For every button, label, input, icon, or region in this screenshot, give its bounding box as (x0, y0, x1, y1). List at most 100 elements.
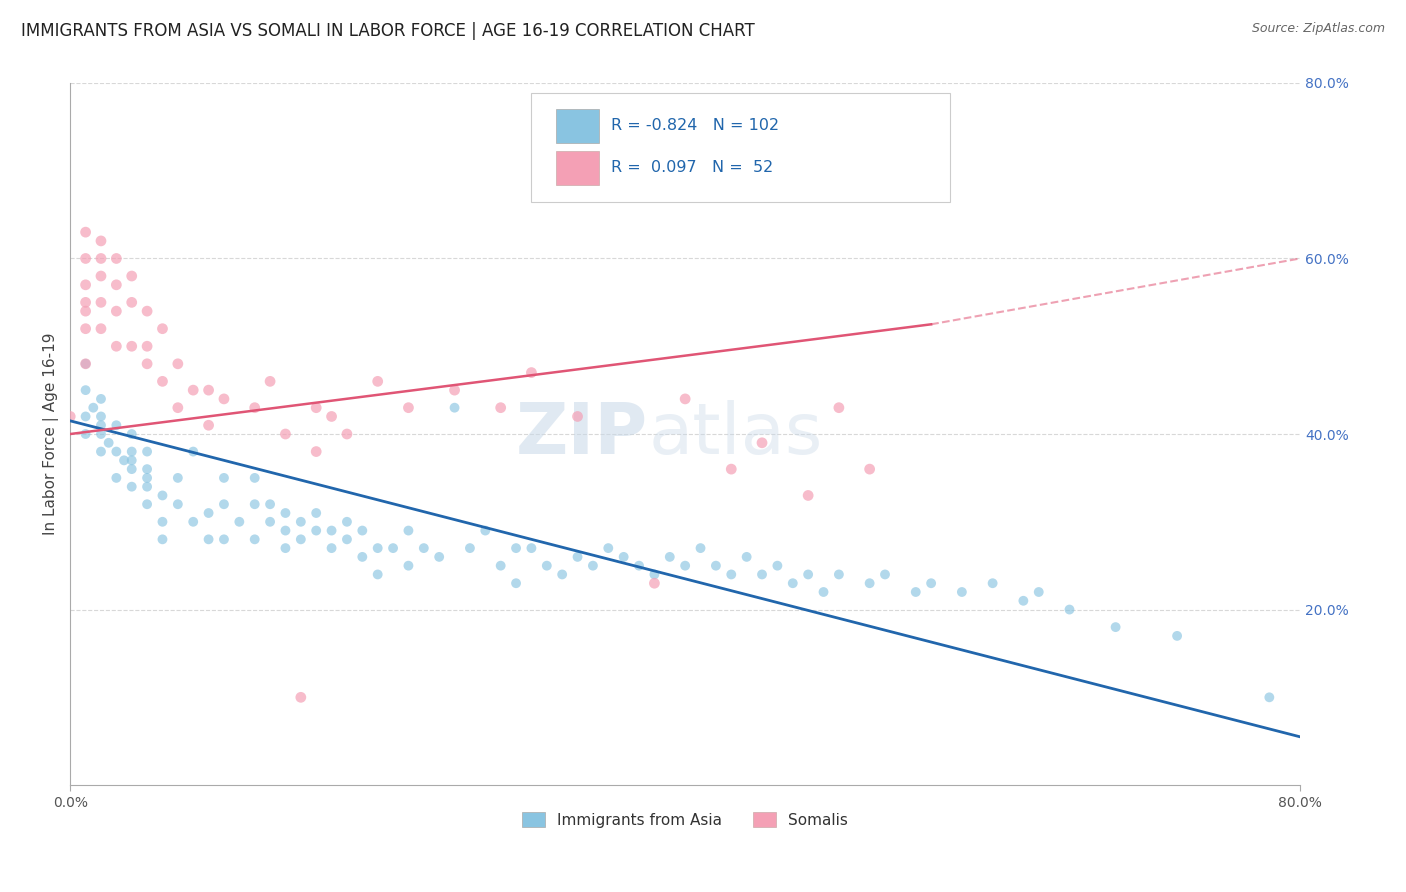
Point (181, 515, 204, 529)
Point (427, 549, 450, 564)
Legend: Immigrants from Asia, Somalis: Immigrants from Asia, Somalis (516, 805, 853, 834)
Point (643, 567, 665, 582)
Point (828, 567, 851, 582)
Point (1028, 585, 1050, 599)
Text: R =  0.097   N =  52: R = 0.097 N = 52 (612, 161, 773, 176)
Point (105, 252, 128, 266)
Point (197, 383, 219, 397)
Point (112, 453, 135, 467)
Point (90, 392, 112, 406)
Point (243, 401, 266, 415)
Point (152, 488, 174, 502)
Point (474, 524, 496, 538)
Point (75, 277, 97, 292)
Point (735, 549, 758, 564)
Point (673, 558, 696, 573)
Point (59, 409, 82, 424)
Point (90, 321, 112, 335)
Point (90, 295, 112, 310)
Point (212, 533, 235, 547)
Point (520, 541, 543, 555)
Point (105, 304, 128, 318)
Point (321, 409, 343, 424)
Point (751, 567, 773, 582)
Point (136, 497, 159, 511)
Point (90, 427, 112, 442)
Point (121, 427, 143, 442)
Point (166, 357, 188, 371)
Y-axis label: In Labor Force | Age 16-19: In Labor Force | Age 16-19 (44, 333, 59, 535)
Point (121, 444, 143, 458)
Point (75, 427, 97, 442)
Text: atlas: atlas (648, 400, 823, 468)
Point (551, 567, 574, 582)
Point (981, 576, 1004, 591)
Point (505, 541, 527, 555)
Point (274, 524, 297, 538)
Point (152, 321, 174, 335)
Point (274, 506, 297, 520)
Point (305, 401, 328, 415)
Point (797, 567, 820, 582)
Point (243, 497, 266, 511)
Point (105, 444, 128, 458)
Point (274, 541, 297, 555)
Point (90, 418, 112, 433)
Point (121, 268, 143, 283)
Point (75, 252, 97, 266)
Point (181, 383, 204, 397)
Text: Source: ZipAtlas.com: Source: ZipAtlas.com (1251, 22, 1385, 36)
Point (166, 471, 188, 485)
Point (212, 497, 235, 511)
Point (197, 506, 219, 520)
Point (97, 435, 120, 450)
Point (197, 418, 219, 433)
Point (766, 558, 789, 573)
Point (673, 392, 696, 406)
Point (105, 339, 128, 353)
Point (90, 444, 112, 458)
Point (598, 541, 620, 555)
Point (212, 392, 235, 406)
Point (75, 409, 97, 424)
Point (75, 357, 97, 371)
Point (859, 576, 882, 591)
Point (536, 558, 558, 573)
Point (305, 524, 328, 538)
Point (75, 321, 97, 335)
Point (458, 541, 481, 555)
Point (228, 515, 250, 529)
Point (613, 549, 636, 564)
Point (920, 576, 942, 591)
Point (873, 567, 896, 582)
Point (1104, 620, 1126, 634)
Point (105, 418, 128, 433)
Point (396, 558, 419, 573)
Point (75, 295, 97, 310)
Point (259, 497, 281, 511)
Point (305, 444, 328, 458)
Point (75, 357, 97, 371)
Point (105, 471, 128, 485)
Point (367, 375, 389, 389)
Point (259, 515, 281, 529)
Point (259, 375, 281, 389)
Point (520, 366, 543, 380)
Point (136, 462, 159, 476)
Point (828, 401, 851, 415)
Point (336, 427, 359, 442)
Point (567, 409, 589, 424)
Text: ZIP: ZIP (516, 400, 648, 468)
Point (290, 690, 312, 705)
Point (181, 444, 204, 458)
Point (443, 401, 465, 415)
Point (90, 409, 112, 424)
Text: R = -0.824   N = 102: R = -0.824 N = 102 (612, 119, 779, 133)
Point (121, 295, 143, 310)
Point (704, 558, 727, 573)
Point (197, 533, 219, 547)
Point (720, 567, 742, 582)
Point (121, 453, 143, 467)
Point (567, 549, 589, 564)
Point (1059, 602, 1081, 616)
